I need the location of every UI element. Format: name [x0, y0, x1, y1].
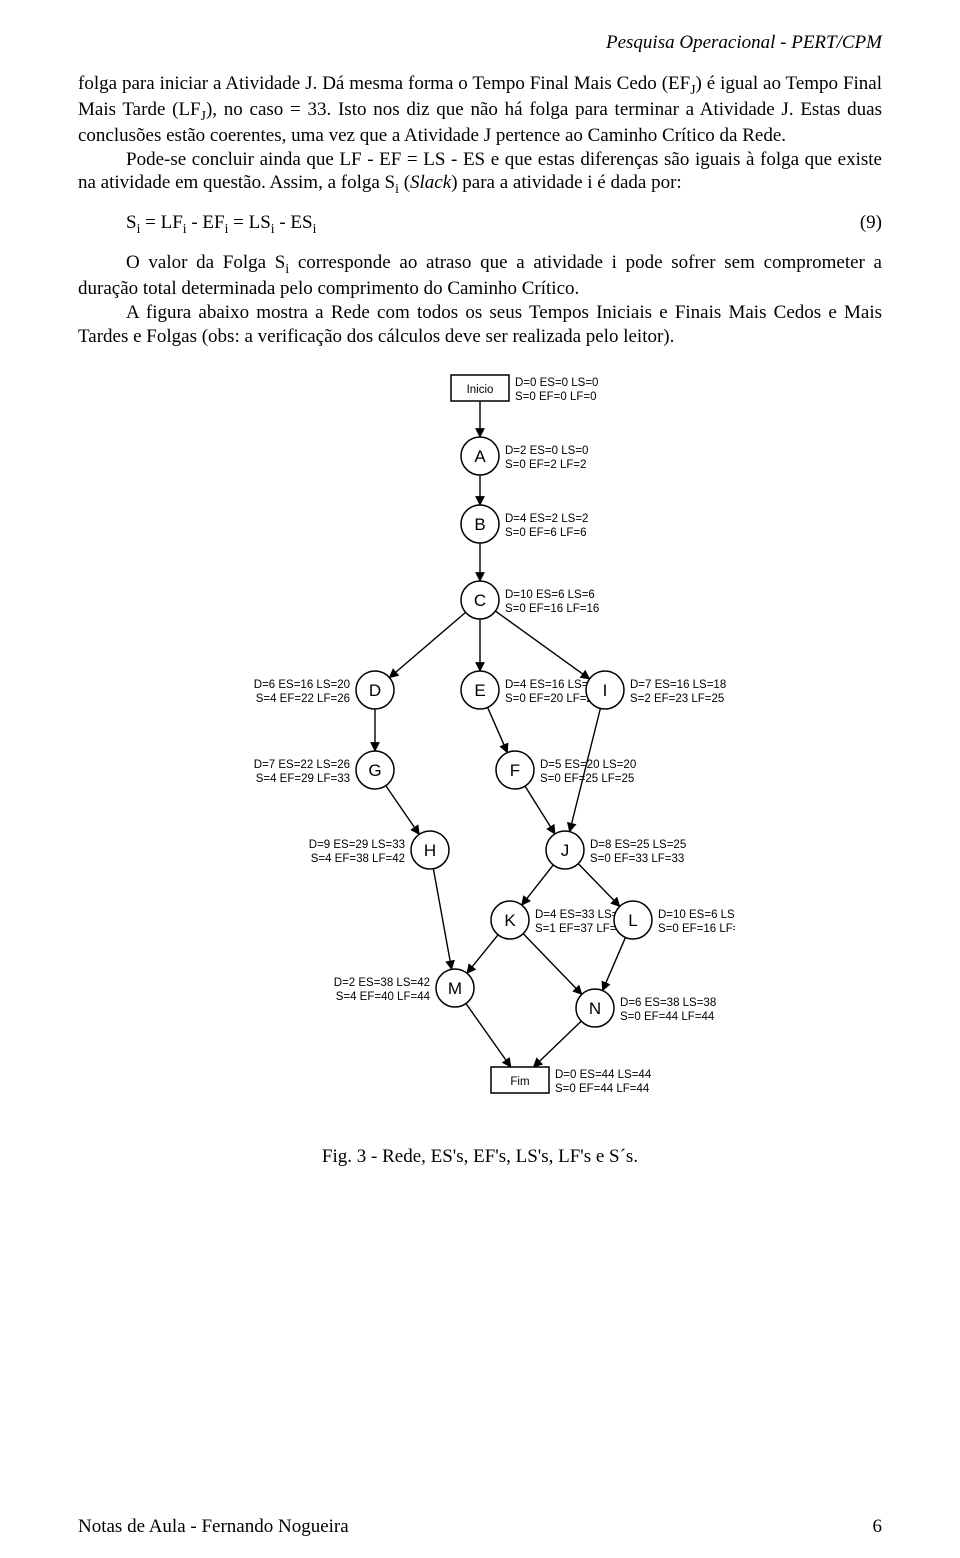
- node-data-H-2: S=4 EF=38 LF=42: [311, 853, 405, 865]
- node-label-I: I: [603, 681, 608, 700]
- p2-c: ) para a atividade i é dada por:: [451, 172, 682, 193]
- node-label-G: G: [368, 761, 381, 780]
- node-label-M: M: [448, 979, 462, 998]
- page: Pesquisa Operacional - PERT/CPM folga pa…: [0, 0, 960, 1558]
- node-data-J-2: S=0 EF=33 LF=33: [590, 853, 684, 865]
- node-data-G-2: S=4 EF=29 LF=33: [256, 773, 350, 785]
- figure-caption: Fig. 3 - Rede, ES's, EF's, LS's, LF's e …: [78, 1146, 882, 1168]
- node-label-D: D: [369, 681, 381, 700]
- eq-number: (9): [860, 211, 882, 235]
- node-data-D-1: D=6 ES=16 LS=20: [254, 679, 350, 691]
- eq-e: - ES: [275, 212, 313, 233]
- node-label-J: J: [561, 841, 570, 860]
- p1-a: folga para iniciar a Atividade J. Dá mes…: [78, 73, 690, 94]
- node-label-K: K: [504, 911, 516, 930]
- node-label-F: F: [510, 761, 520, 780]
- node-label-B: B: [474, 515, 485, 534]
- eq-c: - EF: [187, 212, 225, 233]
- page-header: Pesquisa Operacional - PERT/CPM: [78, 32, 882, 54]
- node-data-C-1: D=10 ES=6 LS=6: [505, 589, 595, 601]
- node-label-Inicio: Inicio: [467, 384, 494, 396]
- node-data-L-2: S=0 EF=16 LF=16: [658, 923, 735, 935]
- node-data-B-1: D=4 ES=2 LS=2: [505, 513, 588, 525]
- node-data-B-2: S=0 EF=6 LF=6: [505, 527, 587, 539]
- node-data-J-1: D=8 ES=25 LS=25: [590, 839, 686, 851]
- node-data-N-1: D=6 ES=38 LS=38: [620, 997, 716, 1009]
- eq-d: = LS: [228, 212, 270, 233]
- edge-N-Fim: [534, 1021, 582, 1067]
- node-data-N-2: S=0 EF=44 LF=44: [620, 1011, 715, 1023]
- node-label-A: A: [474, 447, 486, 466]
- edge-H-M: [433, 869, 451, 970]
- edge-J-K: [522, 865, 554, 905]
- node-label-E: E: [474, 681, 485, 700]
- node-data-I-2: S=2 EF=23 LF=25: [630, 693, 724, 705]
- edge-E-F: [488, 708, 508, 753]
- node-data-A-2: S=0 EF=2 LF=2: [505, 459, 587, 471]
- edge-M-Fim: [466, 1004, 511, 1067]
- paragraph-1: folga para iniciar a Atividade J. Dá mes…: [78, 72, 882, 148]
- node-data-Inicio-2: S=0 EF=0 LF=0: [515, 391, 597, 403]
- node-data-L-1: D=10 ES=6 LS=6: [658, 909, 735, 921]
- eq-b: = LF: [140, 212, 182, 233]
- edge-G-H: [386, 786, 419, 835]
- node-data-H-1: D=9 ES=29 LS=33: [309, 839, 405, 851]
- node-data-Fim-1: D=0 ES=44 LS=44: [555, 1069, 652, 1081]
- edge-L-N: [603, 938, 626, 991]
- eq-body: Si = LFi - EFi = LSi - ESi: [126, 211, 316, 237]
- edge-F-J: [525, 786, 555, 834]
- edge-K-M: [467, 935, 498, 973]
- network-diagram: Inicio D=0 ES=0 LS=0 S=0 EF=0 LF=0 A D=2 ES=…: [225, 360, 735, 1140]
- edge-C-I: [495, 611, 589, 679]
- node-data-F-2: S=0 EF=25 LF=25: [540, 773, 634, 785]
- node-data-Inicio-1: D=0 ES=0 LS=0: [515, 377, 598, 389]
- node-data-C-2: S=0 EF=16 LF=16: [505, 603, 599, 615]
- node-label-C: C: [474, 591, 486, 610]
- node-data-E-2: S=0 EF=20 LF=20: [505, 693, 599, 705]
- node-data-I-1: D=7 ES=16 LS=18: [630, 679, 726, 691]
- eq-a: S: [126, 212, 137, 233]
- node-data-M-1: D=2 ES=38 LS=42: [334, 977, 430, 989]
- p2-b: (: [399, 172, 410, 193]
- node-data-Fim-2: S=0 EF=44 LF=44: [555, 1083, 650, 1095]
- node-data-F-1: D=5 ES=20 LS=20: [540, 759, 636, 771]
- edge-C-D: [389, 613, 465, 678]
- node-label-Fim: Fim: [510, 1076, 529, 1088]
- footer-left: Notas de Aula - Fernando Nogueira: [78, 1516, 349, 1538]
- p3-a: O valor da Folga S: [126, 252, 285, 273]
- p2-slack: Slack: [410, 172, 451, 193]
- paragraph-3: O valor da Folga Si corresponde ao atras…: [78, 251, 882, 301]
- node-label-H: H: [424, 841, 436, 860]
- node-data-A-1: D=2 ES=0 LS=0: [505, 445, 588, 457]
- node-data-D-2: S=4 EF=22 LF=26: [256, 693, 350, 705]
- node-label-L: L: [628, 911, 637, 930]
- equation-9: Si = LFi - EFi = LSi - ESi (9): [78, 211, 882, 237]
- node-data-M-2: S=4 EF=40 LF=44: [336, 991, 431, 1003]
- footer-right: 6: [873, 1516, 883, 1538]
- node-label-N: N: [589, 999, 601, 1018]
- edge-K-N: [523, 934, 582, 995]
- paragraph-2: Pode-se concluir ainda que LF - EF = LS …: [78, 148, 882, 198]
- paragraph-4: A figura abaixo mostra a Rede com todos …: [78, 301, 882, 349]
- figure-3: Inicio D=0 ES=0 LS=0 S=0 EF=0 LF=0 A D=2 ES=…: [78, 360, 882, 1168]
- edge-J-L: [578, 864, 620, 907]
- page-footer: Notas de Aula - Fernando Nogueira 6: [78, 1516, 882, 1538]
- node-data-G-1: D=7 ES=22 LS=26: [254, 759, 350, 771]
